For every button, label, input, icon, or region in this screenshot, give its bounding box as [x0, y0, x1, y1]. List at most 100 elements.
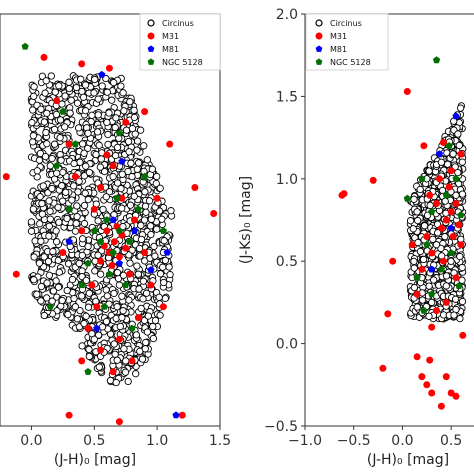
circinus-point [75, 177, 83, 185]
m31-point [97, 184, 105, 192]
m81-point [115, 259, 123, 267]
circinus-point [112, 114, 120, 122]
circinus-point [57, 156, 65, 164]
m31-point [84, 324, 92, 332]
circinus-point [46, 215, 54, 223]
circinus-point [113, 268, 122, 277]
right-y-axis: −0.5 0.0 0.5 1.0 1.5 2.0 [264, 7, 305, 435]
circinus-point [47, 72, 55, 80]
m31-point [191, 184, 199, 192]
circinus-point [134, 270, 142, 278]
circinus-point [74, 188, 82, 196]
circinus-point [113, 356, 121, 364]
right-plot-area [338, 56, 467, 410]
m81-point [435, 150, 444, 158]
circinus-point [141, 188, 149, 196]
m31-point [452, 392, 460, 400]
circinus-point [97, 155, 105, 163]
circinus-point [94, 95, 102, 103]
circinus-point [111, 123, 119, 132]
ngc5128-point [428, 290, 436, 298]
circinus-point [452, 191, 460, 199]
m31-point [413, 353, 421, 361]
circinus-point [122, 357, 130, 365]
m31-point [12, 270, 20, 278]
circinus-point [56, 134, 64, 142]
circinus-point [42, 128, 50, 137]
circinus-point [52, 227, 60, 235]
circinus-point [425, 282, 433, 290]
circinus-point [37, 105, 45, 113]
circinus-point [84, 242, 92, 251]
circinus-point [88, 111, 96, 119]
right-legend-circinus-label: Circinus [330, 19, 362, 28]
m31-point [178, 411, 186, 419]
circinus-point [419, 255, 428, 264]
left-legend-circinus-label: Circinus [162, 19, 194, 28]
circinus-point [71, 227, 80, 235]
circinus-point [155, 293, 163, 301]
circinus-point [96, 270, 105, 278]
circinus-point [149, 334, 158, 343]
circinus-point [103, 88, 111, 96]
m81-point [428, 265, 436, 273]
m31-point [131, 216, 139, 224]
m81-point [130, 227, 139, 234]
circinus-point [158, 215, 166, 223]
m31-point [379, 364, 387, 372]
circinus-point [95, 141, 103, 149]
circinus-point [91, 267, 99, 275]
circinus-point [117, 82, 125, 90]
m81-point [147, 266, 155, 273]
circinus-point [425, 167, 433, 175]
circinus-point [124, 137, 133, 146]
circinus-point [81, 189, 89, 197]
circinus-point [70, 182, 78, 190]
circinus-point [76, 306, 84, 315]
m31-point [109, 368, 117, 376]
m31-point [442, 216, 450, 224]
ngc5128-point [65, 205, 73, 213]
m31-point [88, 281, 96, 289]
m31-point [384, 310, 392, 318]
m31-point [210, 210, 218, 218]
circinus-point [132, 370, 140, 378]
circinus-point [442, 272, 451, 280]
m31-point [97, 257, 105, 265]
m31-point [65, 140, 73, 148]
circinus-point [73, 315, 82, 323]
circinus-point [148, 165, 157, 173]
circinus-point [78, 235, 87, 243]
circinus-point [126, 201, 135, 209]
circinus-point [73, 202, 81, 210]
circinus-point [135, 285, 143, 293]
circinus-point [456, 104, 465, 112]
circinus-point [54, 256, 62, 265]
m31-point [71, 173, 79, 181]
circinus-point [38, 210, 47, 218]
ngc5128-point [445, 142, 453, 149]
circinus-point [33, 290, 41, 298]
left-x-axis-label: (J-H)₀ [mag] [54, 452, 136, 468]
circinus-point [55, 82, 63, 90]
circinus-point [85, 345, 93, 354]
m31-point [428, 249, 436, 257]
circinus-point [98, 323, 107, 331]
circinus-point [151, 316, 160, 325]
circinus-point [55, 218, 63, 226]
ngc5128-point [84, 368, 92, 375]
circinus-point [90, 335, 98, 343]
circinus-point [62, 188, 70, 196]
circinus-point [65, 78, 73, 86]
m31-point [442, 373, 450, 381]
m31-point [115, 253, 123, 261]
circinus-point [142, 338, 150, 347]
circinus-point [59, 197, 67, 205]
circinus-point [46, 162, 54, 170]
m31-point [439, 257, 447, 265]
circinus-point [70, 159, 78, 168]
right-legend-ngc5128-label: NGC 5128 [330, 58, 371, 67]
m31-point [457, 241, 465, 249]
circinus-point [410, 264, 418, 272]
circinus-point [135, 244, 144, 253]
